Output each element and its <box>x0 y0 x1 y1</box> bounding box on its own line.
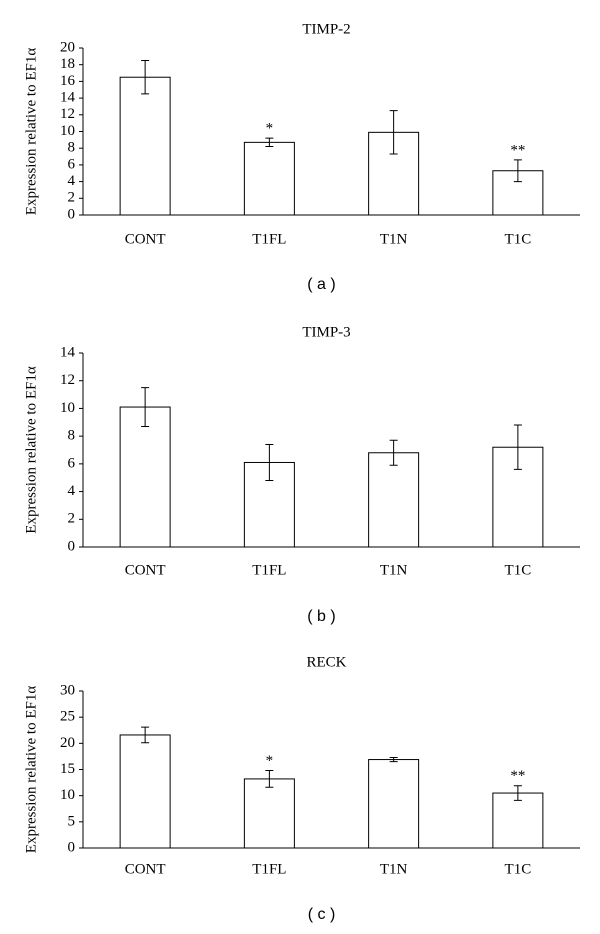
y-tick-label: 20 <box>60 735 75 751</box>
y-tick-label: 6 <box>68 455 76 471</box>
significance-marker: * <box>266 121 274 137</box>
y-axis-label: Expression relative to EF1α <box>23 48 39 216</box>
error-bar <box>141 60 150 95</box>
y-tick-label: 4 <box>68 483 76 499</box>
y-tick-label: 5 <box>68 813 76 829</box>
error-bar <box>265 137 274 148</box>
panel-caption: ( a ) <box>307 276 335 293</box>
x-tick-label: T1C <box>505 861 532 877</box>
y-tick-label: 14 <box>60 90 76 106</box>
y-tick-label: 14 <box>60 344 76 360</box>
significance-marker: * <box>266 753 274 769</box>
y-tick-label: 20 <box>60 39 75 55</box>
y-tick-label: 16 <box>60 73 76 89</box>
panel-caption: ( c ) <box>308 906 336 923</box>
x-tick-label: CONT <box>125 231 166 247</box>
bar <box>492 792 544 849</box>
y-tick-label: 6 <box>68 156 76 172</box>
bar <box>243 141 295 216</box>
panel-caption: ( b ) <box>307 608 335 625</box>
x-tick-label: T1FL <box>252 562 286 578</box>
error-bar <box>513 159 522 183</box>
significance-marker: ** <box>510 142 525 158</box>
chart-title: RECK <box>306 654 346 670</box>
y-tick-label: 25 <box>60 709 75 725</box>
error-bar <box>265 770 274 788</box>
y-tick-label: 10 <box>60 400 75 416</box>
y-tick-label: 2 <box>68 511 76 527</box>
chart-title: TIMP-2 <box>302 21 350 37</box>
error-bar <box>513 785 522 801</box>
error-bar <box>141 726 150 744</box>
y-tick-label: 0 <box>68 839 76 855</box>
bar <box>243 778 295 849</box>
y-tick-label: 15 <box>60 761 75 777</box>
x-tick-label: T1N <box>380 231 408 247</box>
chart-title: TIMP-3 <box>302 324 350 340</box>
y-tick-label: 12 <box>60 106 75 122</box>
y-tick-label: 12 <box>60 372 75 388</box>
bar <box>368 452 420 548</box>
error-bar <box>389 439 398 466</box>
x-tick-label: CONT <box>125 861 166 877</box>
y-tick-label: 10 <box>60 123 75 139</box>
y-axis-label: Expression relative to EF1α <box>23 686 39 854</box>
bar <box>119 406 171 548</box>
x-tick-label: T1FL <box>252 861 286 877</box>
y-tick-label: 8 <box>68 428 76 444</box>
error-bar <box>265 443 274 481</box>
x-tick-label: T1N <box>380 562 408 578</box>
y-tick-label: 4 <box>68 173 76 189</box>
error-bar <box>389 756 398 763</box>
y-tick-label: 0 <box>68 206 76 222</box>
x-tick-label: T1C <box>505 562 532 578</box>
error-bar <box>141 387 150 427</box>
x-tick-label: T1N <box>380 861 408 877</box>
y-tick-label: 2 <box>68 190 76 206</box>
y-tick-label: 30 <box>60 682 75 698</box>
x-tick-label: CONT <box>125 562 166 578</box>
y-tick-label: 8 <box>68 140 76 156</box>
bar <box>368 759 420 849</box>
y-tick-label: 10 <box>60 787 75 803</box>
error-bar <box>389 110 398 155</box>
y-tick-label: 0 <box>68 538 76 554</box>
x-tick-label: T1C <box>505 231 532 247</box>
bar <box>119 76 171 216</box>
bar <box>119 734 171 849</box>
significance-marker: ** <box>510 768 525 784</box>
x-tick-label: T1FL <box>252 231 286 247</box>
error-bar <box>513 424 522 470</box>
y-axis-label: Expression relative to EF1α <box>23 366 39 534</box>
y-tick-label: 18 <box>60 56 75 72</box>
